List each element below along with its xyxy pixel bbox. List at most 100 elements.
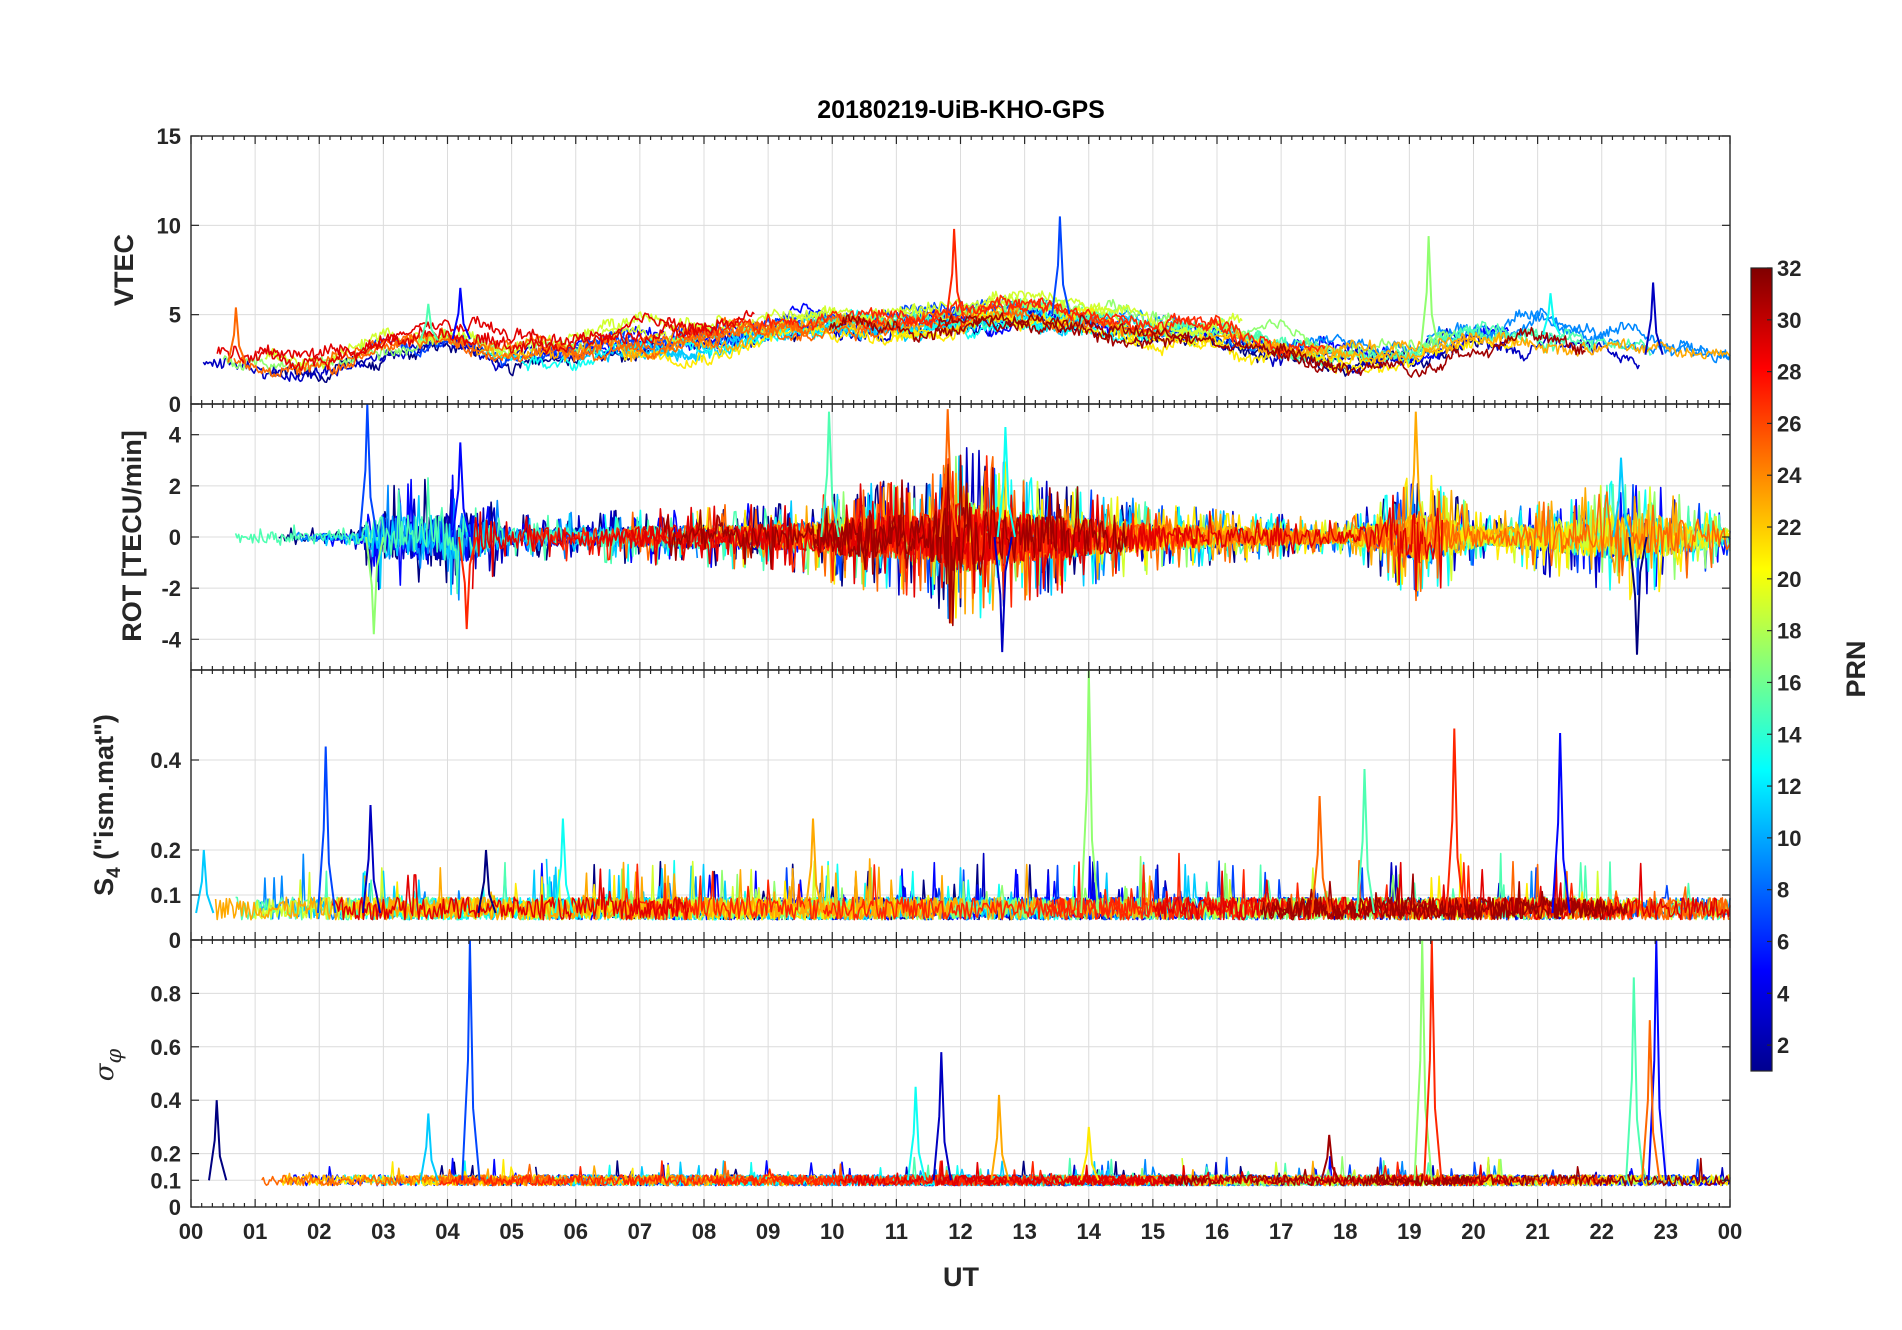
peak-trace bbox=[419, 303, 439, 341]
y-tick-label: 0 bbox=[169, 392, 181, 417]
y-tick-label: 0.1 bbox=[150, 883, 181, 908]
x-tick-label: 15 bbox=[1141, 1219, 1165, 1244]
x-tick-label: 18 bbox=[1333, 1219, 1357, 1244]
colorbar-tick-label: 18 bbox=[1777, 619, 1801, 644]
colorbar-tick-label: 16 bbox=[1777, 670, 1801, 695]
peak-trace bbox=[227, 307, 247, 363]
peak-trace bbox=[451, 287, 471, 340]
prn-trace bbox=[838, 1160, 1188, 1187]
x-tick-label: 08 bbox=[692, 1219, 716, 1244]
peak-trace bbox=[804, 818, 824, 914]
prn-trace bbox=[855, 297, 1326, 360]
prn-trace bbox=[325, 316, 810, 376]
x-tick-labels: 00 01 02 03 04 05 06 07 08 09 10 11 12 13 14 15 16 17 18 19… bbox=[179, 1219, 1742, 1244]
x-tick-label: 14 bbox=[1077, 1219, 1102, 1244]
y-tick-label: 0 bbox=[169, 525, 181, 550]
colorbar-tick-label: 22 bbox=[1777, 515, 1801, 540]
x-tick-label: 02 bbox=[307, 1219, 331, 1244]
peak-trace bbox=[1355, 768, 1376, 914]
prn-trace bbox=[1225, 486, 1731, 602]
y-tick-label: 0 bbox=[169, 928, 181, 953]
colorbar-tick-label: 24 bbox=[1777, 463, 1802, 488]
prn-trace bbox=[331, 868, 689, 921]
x-tick-label: 01 bbox=[243, 1219, 267, 1244]
prn-trace bbox=[214, 876, 656, 921]
peak-trace bbox=[1080, 1126, 1100, 1181]
phi-subscript: φ bbox=[102, 1048, 126, 1063]
prn-trace bbox=[1069, 1164, 1508, 1187]
x-tick-label: 17 bbox=[1269, 1219, 1293, 1244]
y-tick-label: 2 bbox=[169, 474, 181, 499]
peak-trace bbox=[361, 804, 382, 914]
y-tick-label: 0.4 bbox=[150, 1088, 181, 1113]
panel-s4: 0 0.1 0.2 0.4 S4 ("ism.mat") bbox=[89, 669, 1731, 953]
x-tick-label: 13 bbox=[1012, 1219, 1036, 1244]
x-tick-label: 07 bbox=[628, 1219, 652, 1244]
peak-trace bbox=[996, 426, 1016, 538]
prn-trace bbox=[938, 1161, 1206, 1187]
panel-vtec: 0 5 10 15 VTEC bbox=[109, 124, 1731, 417]
x-tick-label: 03 bbox=[371, 1219, 395, 1244]
x-tick-label: 22 bbox=[1590, 1219, 1614, 1244]
peak-trace bbox=[993, 536, 1013, 653]
peak-trace bbox=[1641, 1020, 1661, 1181]
sigma-phi-traces bbox=[208, 939, 1731, 1187]
peak-trace bbox=[1320, 1134, 1340, 1181]
s4-ylabel: S4 ("ism.mat") bbox=[89, 714, 125, 896]
colorbar-tick-label: 28 bbox=[1777, 360, 1801, 385]
prn-trace bbox=[816, 454, 1128, 627]
prn-trace bbox=[824, 481, 1443, 594]
x-tick-label: 05 bbox=[499, 1219, 523, 1244]
peak-trace bbox=[554, 818, 574, 914]
x-tick-label: 16 bbox=[1205, 1219, 1229, 1244]
x-tick-label: 09 bbox=[756, 1219, 780, 1244]
peak-trace bbox=[1551, 732, 1571, 914]
x-tick-label: 21 bbox=[1525, 1219, 1549, 1244]
y-tick-label: -4 bbox=[161, 627, 181, 652]
y-tick-label: 15 bbox=[157, 124, 181, 149]
y-tick-label: 0.1 bbox=[150, 1168, 181, 1193]
rot-traces bbox=[234, 403, 1731, 655]
prn-trace bbox=[662, 479, 971, 624]
peak-trace bbox=[1423, 939, 1443, 1181]
panel-sigma-phi: 00.10.2 0.4 0.6 0.8 σφ bbox=[90, 939, 1731, 1220]
x-tick-label: 00 bbox=[1718, 1219, 1742, 1244]
colorbar-tick-label: 14 bbox=[1777, 722, 1802, 747]
peak-trace bbox=[477, 849, 497, 914]
x-tick-label: 10 bbox=[820, 1219, 844, 1244]
peak-trace bbox=[932, 1052, 952, 1181]
y-tick-label: 0.2 bbox=[150, 1142, 181, 1167]
prn-trace bbox=[618, 858, 1168, 921]
peak-trace bbox=[820, 411, 840, 538]
peak-trace bbox=[461, 939, 481, 1181]
y-tick-label: 0.4 bbox=[150, 748, 181, 773]
peak-trace bbox=[1644, 282, 1664, 355]
prn-trace bbox=[216, 317, 715, 371]
x-tick-label: 20 bbox=[1461, 1219, 1485, 1244]
x-tick-label: 11 bbox=[885, 1219, 908, 1244]
x-axis: 00 01 02 03 04 05 06 07 08 09 10 11 12 13 14 15 16 17 18 19… bbox=[179, 1219, 1742, 1292]
peak-trace bbox=[1541, 293, 1561, 336]
prn-trace bbox=[516, 290, 1252, 352]
peak-trace bbox=[1628, 536, 1648, 655]
sigma-symbol: σ bbox=[90, 1062, 120, 1081]
x-tick-label: 19 bbox=[1397, 1219, 1421, 1244]
peak-trace bbox=[1051, 216, 1071, 315]
peak-trace bbox=[1612, 457, 1632, 538]
colorbar-tick-label: 32 bbox=[1777, 256, 1801, 281]
peak-trace bbox=[317, 746, 337, 914]
colorbar-tick-label: 6 bbox=[1777, 929, 1789, 954]
vtec-ylabel: VTEC bbox=[109, 234, 139, 306]
prn-trace bbox=[578, 305, 1071, 363]
y-tick-label: -2 bbox=[161, 576, 181, 601]
peak-trace bbox=[945, 228, 965, 319]
y-tick-label: 10 bbox=[157, 213, 181, 238]
peak-trace bbox=[990, 1094, 1010, 1181]
colorbar-label: PRN bbox=[1841, 640, 1871, 697]
s4-ylabel-subscript: 4 bbox=[104, 867, 125, 878]
panel-rot: -4 -2 0 2 4 ROT [TECU/min] bbox=[117, 403, 1731, 671]
rot-ylabel: ROT [TECU/min] bbox=[117, 430, 147, 641]
colorbar-fill bbox=[1750, 267, 1773, 1072]
s4-ylabel-symbol: S bbox=[89, 878, 119, 896]
peak-trace bbox=[906, 1086, 927, 1181]
